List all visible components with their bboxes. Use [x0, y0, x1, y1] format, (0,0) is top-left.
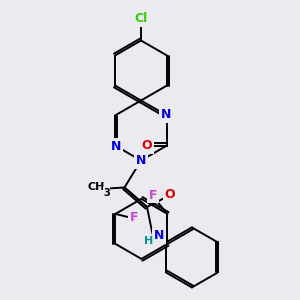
Text: 3: 3: [103, 188, 110, 198]
Text: F: F: [149, 189, 157, 202]
Text: H: H: [144, 236, 153, 246]
Text: Cl: Cl: [134, 12, 148, 26]
Text: N: N: [111, 140, 121, 153]
Text: N: N: [154, 229, 164, 242]
Text: CH: CH: [88, 182, 105, 193]
Text: N: N: [136, 154, 146, 167]
Text: O: O: [142, 139, 152, 152]
Text: O: O: [165, 188, 176, 202]
Text: N: N: [161, 108, 171, 122]
Text: F: F: [130, 211, 138, 224]
